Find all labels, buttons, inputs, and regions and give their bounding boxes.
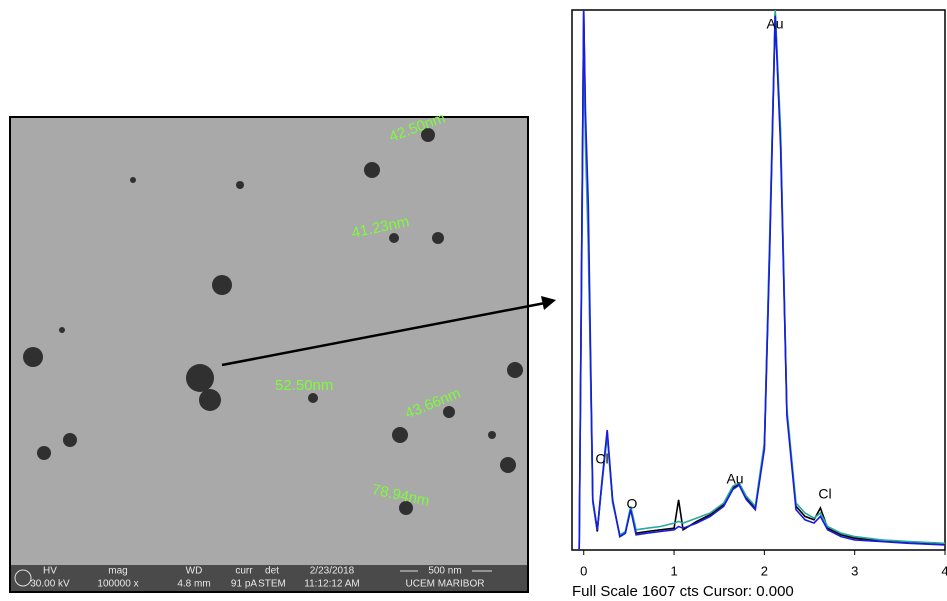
plot-frame bbox=[571, 9, 946, 551]
info-label: HV bbox=[43, 566, 57, 577]
sem-image: 42.50nm 41.23nm 52.50nm 43.66nm 78.94nm … bbox=[9, 110, 529, 593]
x-tick-label: 4 bbox=[941, 563, 947, 578]
info-label: WD bbox=[186, 566, 203, 577]
info-bar bbox=[11, 565, 527, 591]
peak-label: Au bbox=[726, 471, 743, 487]
info-label: det bbox=[265, 566, 279, 577]
info-value: 30.00 kV bbox=[30, 579, 70, 590]
info-label: curr bbox=[235, 566, 253, 577]
info-label: 2/23/2018 bbox=[310, 566, 355, 577]
x-tick-label: 0 bbox=[580, 563, 587, 578]
info-value: 4.8 mm bbox=[177, 579, 210, 590]
x-tick-label: 2 bbox=[761, 563, 768, 578]
info-value: 100000 x bbox=[97, 579, 138, 590]
x-tick-label: 1 bbox=[670, 563, 677, 578]
peak-label: O bbox=[627, 496, 638, 512]
peak-label: Cl bbox=[818, 486, 831, 502]
arrow bbox=[221, 296, 556, 367]
particles bbox=[23, 128, 523, 515]
peak-label: Cl bbox=[595, 451, 608, 467]
measurement: 52.50nm bbox=[275, 377, 333, 394]
logo bbox=[14, 569, 32, 587]
scale-bar: 500 nm bbox=[428, 566, 461, 577]
peak-label: Au bbox=[766, 16, 783, 32]
footer: Full Scale 1607 cts Cursor: 0.000 bbox=[572, 583, 794, 600]
spectrum: 0 1 2 3 4 Cl O Au Au Cl bbox=[578, 9, 947, 578]
info-cells: HV 30.00 kV mag 100000 x WD 4.8 mm curr 91 pA de… bbox=[30, 566, 359, 590]
info-value: STEM bbox=[258, 579, 286, 590]
sem-frame bbox=[9, 116, 529, 593]
info-label: mag bbox=[108, 566, 127, 577]
info-value: 11:12:12 AM bbox=[304, 579, 359, 590]
institution: UCEM MARIBOR bbox=[406, 579, 485, 590]
spectrum-line bbox=[578, 9, 946, 551]
info-value: 91 pA bbox=[231, 579, 257, 590]
x-tick-label: 3 bbox=[851, 563, 858, 578]
